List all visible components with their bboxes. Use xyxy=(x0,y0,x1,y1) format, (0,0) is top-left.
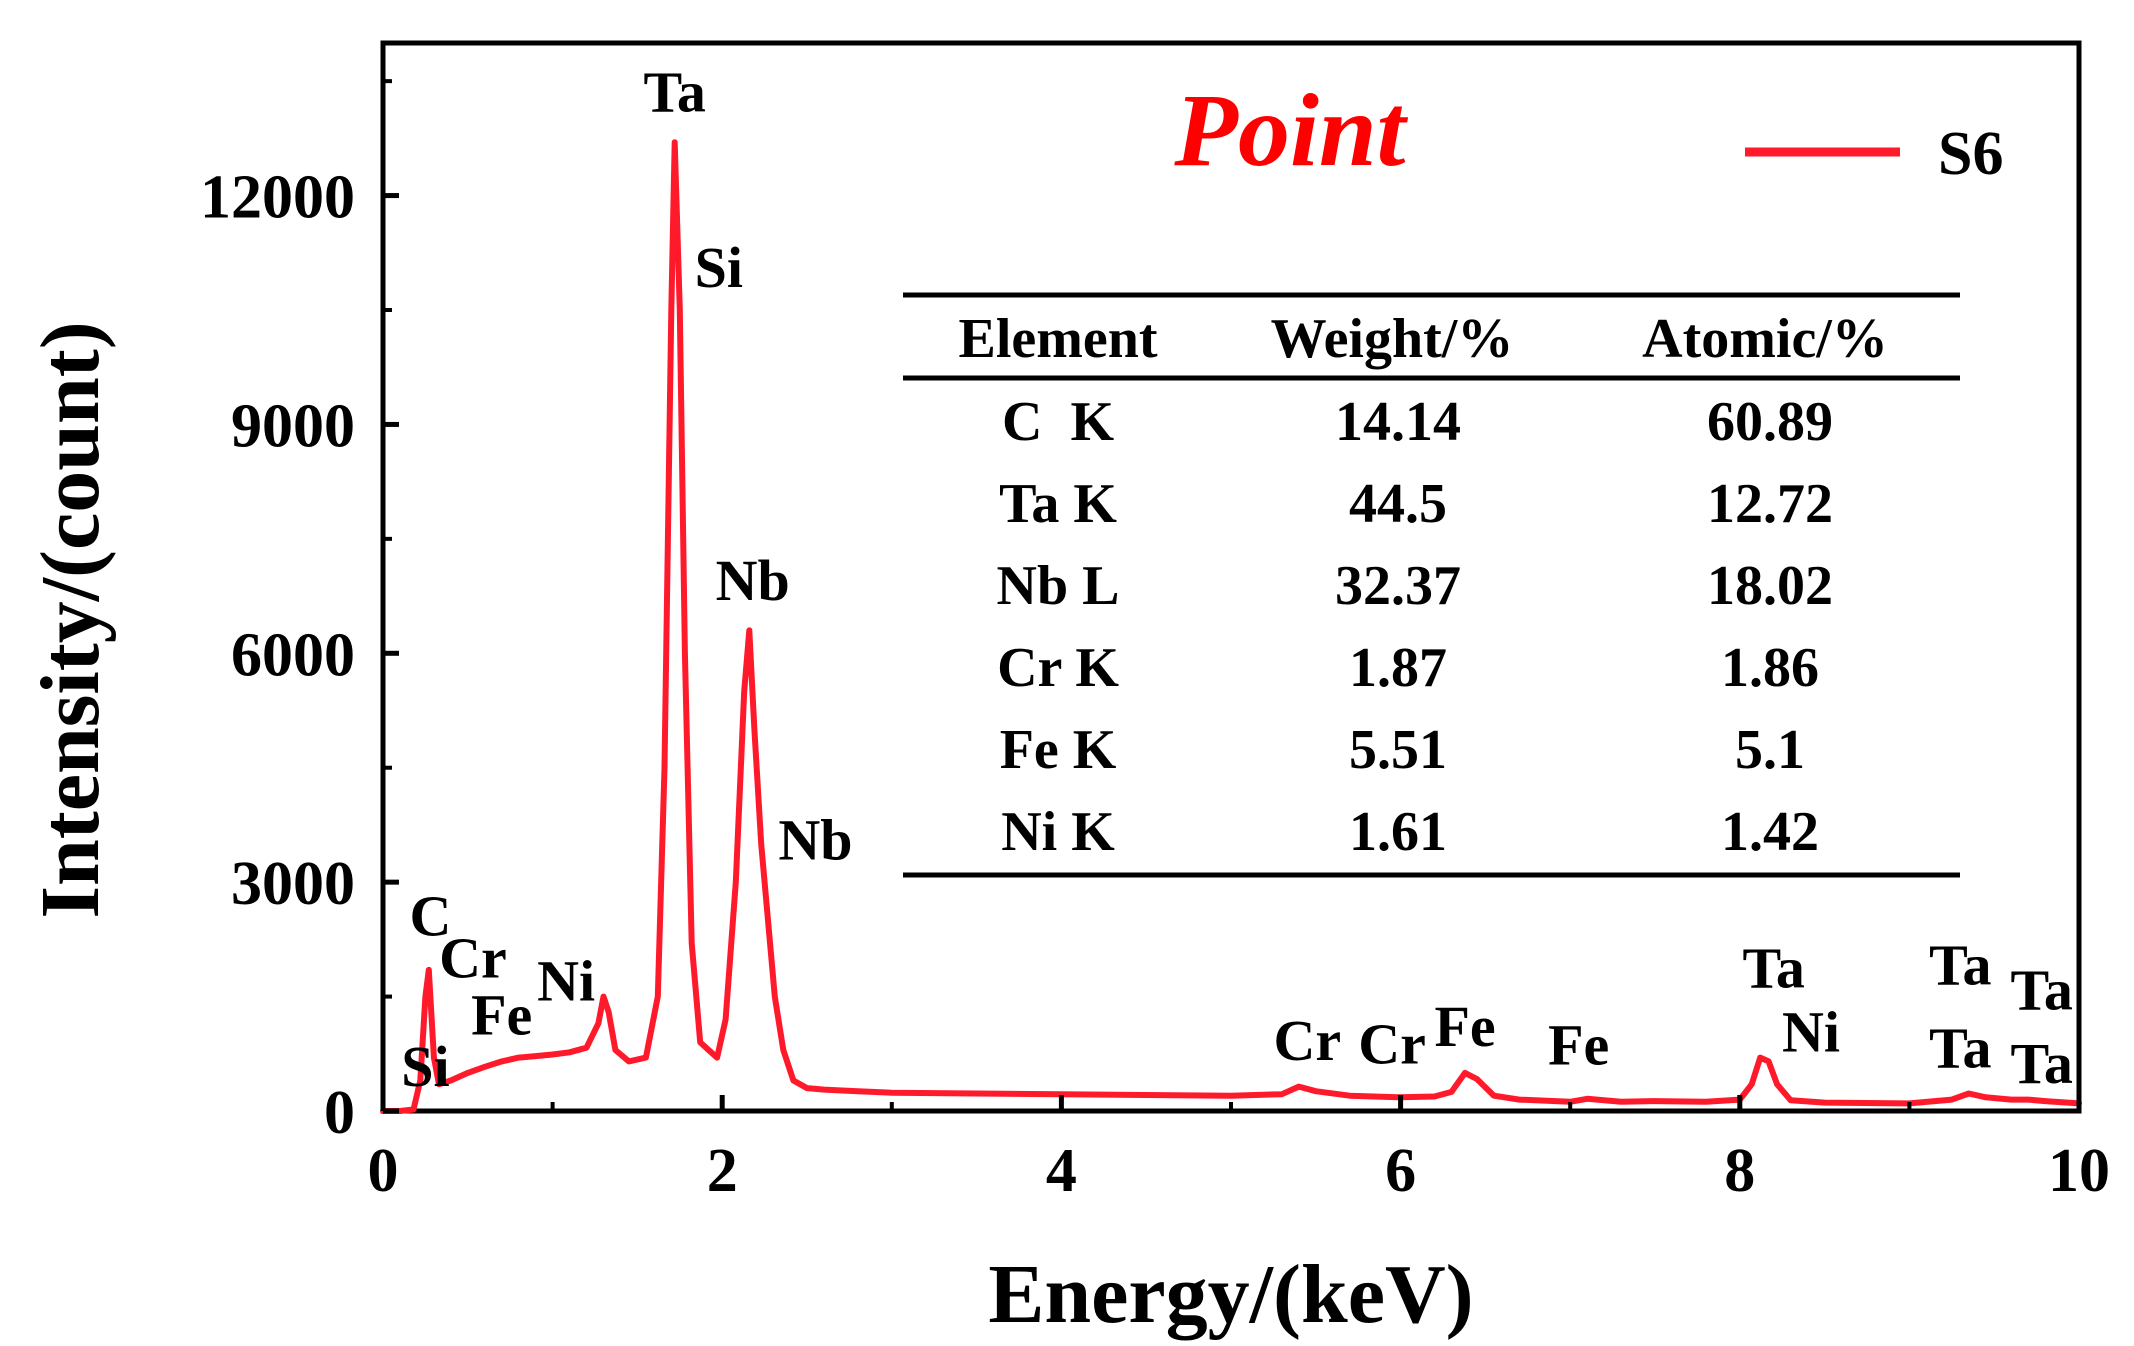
peak-label: Fe xyxy=(1434,994,1495,1059)
series-line-s6 xyxy=(380,139,2082,1114)
x-axis-title: Energy/(keV) xyxy=(988,1248,1473,1341)
table-cell-element: Ta K xyxy=(999,473,1117,535)
peak-label: Ni xyxy=(1782,999,1840,1064)
table-cell-element: Ni K xyxy=(1001,801,1115,863)
peak-label: Ta xyxy=(2011,958,2073,1023)
peak-label: Cr xyxy=(1273,1008,1341,1073)
peak-label: Nb xyxy=(778,807,852,872)
table-cell-weight: 5.51 xyxy=(1349,719,1447,781)
table-cell-element: Fe K xyxy=(1000,719,1117,781)
peak-label: Ta xyxy=(2011,1031,2073,1096)
y-tick-label: 12000 xyxy=(200,164,355,232)
peak-label: Ta xyxy=(1929,932,1991,997)
x-tick-label: 10 xyxy=(2048,1137,2110,1205)
table-cell-weight: 14.14 xyxy=(1335,391,1461,453)
y-axis-title: Intensity/(count) xyxy=(24,321,117,918)
legend: S6 xyxy=(1745,120,2003,188)
peak-label: Fe xyxy=(471,983,532,1048)
table-cell-atomic: 12.72 xyxy=(1707,473,1833,535)
table-cell-atomic: 1.86 xyxy=(1721,637,1819,699)
y-tick-label: 0 xyxy=(324,1079,355,1147)
y-tick-label: 9000 xyxy=(231,392,355,460)
x-tick-label: 4 xyxy=(1046,1137,1077,1205)
peak-label: Ta xyxy=(1929,1016,1991,1081)
peak-label: Cr xyxy=(1358,1012,1426,1077)
x-axis-ticks: 0 2 4 6 8 10 xyxy=(368,1095,2110,1205)
table-cell-weight: 1.61 xyxy=(1349,801,1447,863)
peak-label: Cr xyxy=(439,926,507,991)
peak-label: Ni xyxy=(537,948,595,1013)
table-cell-atomic: 18.02 xyxy=(1707,555,1833,617)
x-tick-label: 0 xyxy=(368,1137,399,1205)
table-cell-atomic: 1.42 xyxy=(1721,801,1819,863)
y-tick-label: 3000 xyxy=(231,850,355,918)
peak-label: Nb xyxy=(716,548,790,613)
peak-label: Si xyxy=(401,1034,449,1099)
legend-label-s6: S6 xyxy=(1938,120,2003,188)
table-cell-element: Cr K xyxy=(997,637,1119,699)
peak-label: Si xyxy=(695,235,743,300)
table-cell-element: C K xyxy=(1002,391,1114,453)
peak-label: Ta xyxy=(644,60,706,125)
peak-label: Ta xyxy=(1743,935,1805,1000)
table-cell-weight: 32.37 xyxy=(1335,555,1461,617)
y-axis-ticks: 0 3000 6000 9000 12000 xyxy=(200,79,399,1147)
composition-table: Element Weight/% Atomic/% C K 14.14 60.8… xyxy=(903,292,1960,878)
table-cell-weight: 1.87 xyxy=(1349,637,1447,699)
x-tick-label: 8 xyxy=(1724,1137,1755,1205)
table-cell-element: Nb L xyxy=(997,555,1120,617)
table-header-element: Element xyxy=(958,308,1157,370)
peak-label: C xyxy=(410,884,452,949)
table-cell-atomic: 5.1 xyxy=(1735,719,1805,781)
y-tick-label: 6000 xyxy=(231,621,355,689)
table-cell-weight: 44.5 xyxy=(1349,473,1447,535)
table-header-atomic: Atomic/% xyxy=(1642,308,1888,370)
chart-title: Point xyxy=(1173,73,1408,188)
x-tick-label: 2 xyxy=(707,1137,738,1205)
x-tick-label: 6 xyxy=(1385,1137,1416,1205)
table-header-weight: Weight/% xyxy=(1271,308,1514,370)
table-cell-atomic: 60.89 xyxy=(1707,391,1833,453)
peak-label: Fe xyxy=(1548,1012,1609,1077)
